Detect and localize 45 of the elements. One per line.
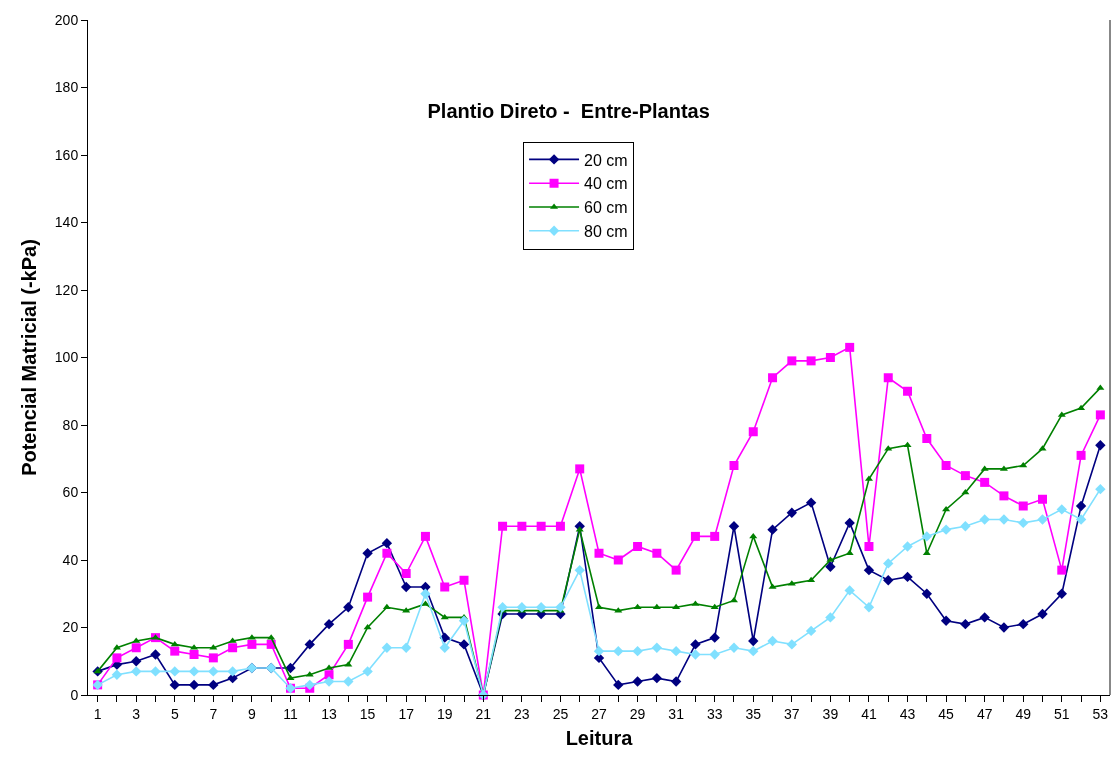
x-tick-label: 49	[1015, 705, 1032, 722]
x-tick-label: 33	[706, 705, 723, 722]
x-tick-label: 7	[209, 705, 218, 722]
x-tick-label: 41	[861, 705, 877, 722]
x-tick-label: 25	[552, 705, 569, 722]
x-tick-label: 35	[745, 705, 762, 722]
x-tick-label: 43	[899, 705, 916, 722]
x-tick-label: 3	[132, 705, 141, 722]
x-tick-label: 1	[93, 705, 102, 722]
y-tick-label: 40	[62, 551, 79, 568]
x-tick-label: 39	[822, 705, 839, 722]
y-tick-label: 60	[62, 484, 79, 501]
x-axis-title: Leitura	[565, 727, 634, 750]
x-tick-label: 37	[784, 705, 800, 722]
x-tick-label: 51	[1054, 705, 1070, 722]
x-tick-label: 9	[248, 705, 257, 722]
x-tick-label: 53	[1092, 705, 1109, 722]
y-tick-label: 200	[54, 11, 79, 28]
x-tick-label: 45	[938, 705, 955, 722]
x-tick-label: 5	[170, 705, 179, 722]
y-tick-label: 160	[54, 146, 79, 163]
x-tick-label: 11	[283, 705, 298, 722]
x-tick-label: 19	[436, 705, 453, 722]
legend-label: 20 cm	[584, 151, 628, 169]
x-tick-label: 31	[668, 705, 685, 722]
y-tick-label: 100	[54, 349, 79, 366]
legend-label: 80 cm	[584, 223, 628, 241]
x-tick-label: 23	[514, 705, 530, 722]
x-tick-label: 29	[629, 705, 646, 722]
y-tick-label: 180	[54, 79, 79, 96]
legend-label: 60 cm	[584, 199, 628, 217]
y-tick-label: 140	[54, 214, 79, 231]
x-tick-label: 15	[359, 705, 376, 722]
y-tick-label: 20	[62, 619, 79, 636]
y-axis-title: Potencial Matricial (-kPa)	[18, 239, 41, 476]
x-tick-label: 27	[591, 705, 607, 722]
legend-label: 40 cm	[584, 175, 628, 193]
x-tick-label: 47	[976, 705, 993, 722]
text: Plantio Direto - Entre-Plantas	[427, 99, 710, 122]
x-tick-label: 17	[398, 705, 415, 722]
x-tick-label: 21	[475, 705, 492, 722]
y-tick-label: 80	[62, 416, 79, 433]
y-tick-label: 0	[70, 686, 79, 703]
y-tick-label: 120	[54, 281, 79, 298]
x-tick-label: 13	[321, 705, 338, 722]
